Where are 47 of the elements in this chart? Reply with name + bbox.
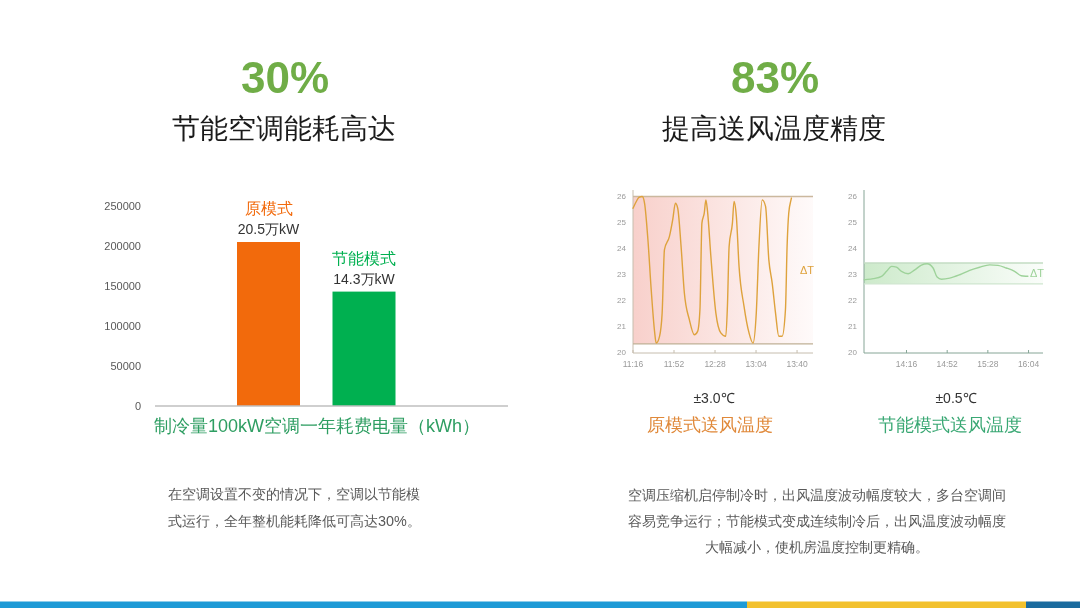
y-tick-label: 25 [848,218,857,228]
y-tick-label: 250000 [104,199,141,213]
text: 在空调设置不变的情况下，空调以节能模式运行，全年整机能耗降低可高达30%。 [168,485,422,531]
x-tick-label: 14:16 [895,359,918,370]
text: 空调压缩机启停制冷时，出风温度波动幅度较大，多台空调间容易竞争运行；节能模式变成连续制冷后，出风温度波动幅度大幅减小，使机房温度控制更精确。 [628,486,1006,557]
text: 83% [730,52,820,104]
y-tick-label: 22 [617,296,626,306]
x-tick-label: 15:28 [977,359,999,370]
y-tick-label: 20 [617,348,626,358]
y-tick-label: 23 [617,270,626,280]
text: 提高送风温度精度 [662,113,886,145]
y-tick-label: 23 [848,270,857,280]
line-series [863,263,1029,281]
text: ±0.5℃ [935,389,977,407]
band-label: ΔT [1029,267,1044,280]
x-tick-label: 13:04 [745,359,767,370]
x-tick-label: 11:52 [663,359,685,370]
y-tick-label: 150000 [104,279,141,293]
x-tick-label: 14:52 [936,359,958,370]
annotation: 14.3万kW [333,270,395,287]
y-tick-label: 100000 [104,319,141,333]
y-tick-label: 0 [134,399,141,413]
y-tick-label: 25 [617,218,626,228]
y-tick-label: 26 [617,191,626,202]
text: ±3.0℃ [693,389,735,407]
band-label: ΔT [799,263,814,277]
y-tick-label: 20 [848,348,857,358]
x-tick-label: 原模式 [244,199,293,219]
y-tick-label: 24 [848,244,857,254]
x-tick-label: 11:16 [622,359,644,370]
y-tick-label: 22 [848,296,857,306]
y-tick-label: 21 [848,322,857,332]
text: 节能模式送风温度 [878,414,1022,436]
text: 原模式送风温度 [647,414,773,436]
y-tick-label: 26 [848,191,857,202]
y-tick-label: 200000 [104,239,141,253]
y-tick-label: 21 [617,322,626,332]
x-axis-title: 制冷量100kW空调一年耗费电量（kWh） [153,415,481,437]
x-tick-label: 13:40 [786,359,808,370]
x-tick-label: 节能模式 [332,249,396,268]
chart-title: 30% [240,52,330,104]
chart-subtitle: 节能空调能耗高达 [172,113,396,145]
x-tick-label: 16:04 [1017,359,1040,370]
x-tick-label: 12:28 [704,359,726,370]
y-tick-label: 24 [617,244,626,254]
y-tick-label: 50000 [110,359,141,373]
annotation: 20.5万kW [237,220,300,238]
